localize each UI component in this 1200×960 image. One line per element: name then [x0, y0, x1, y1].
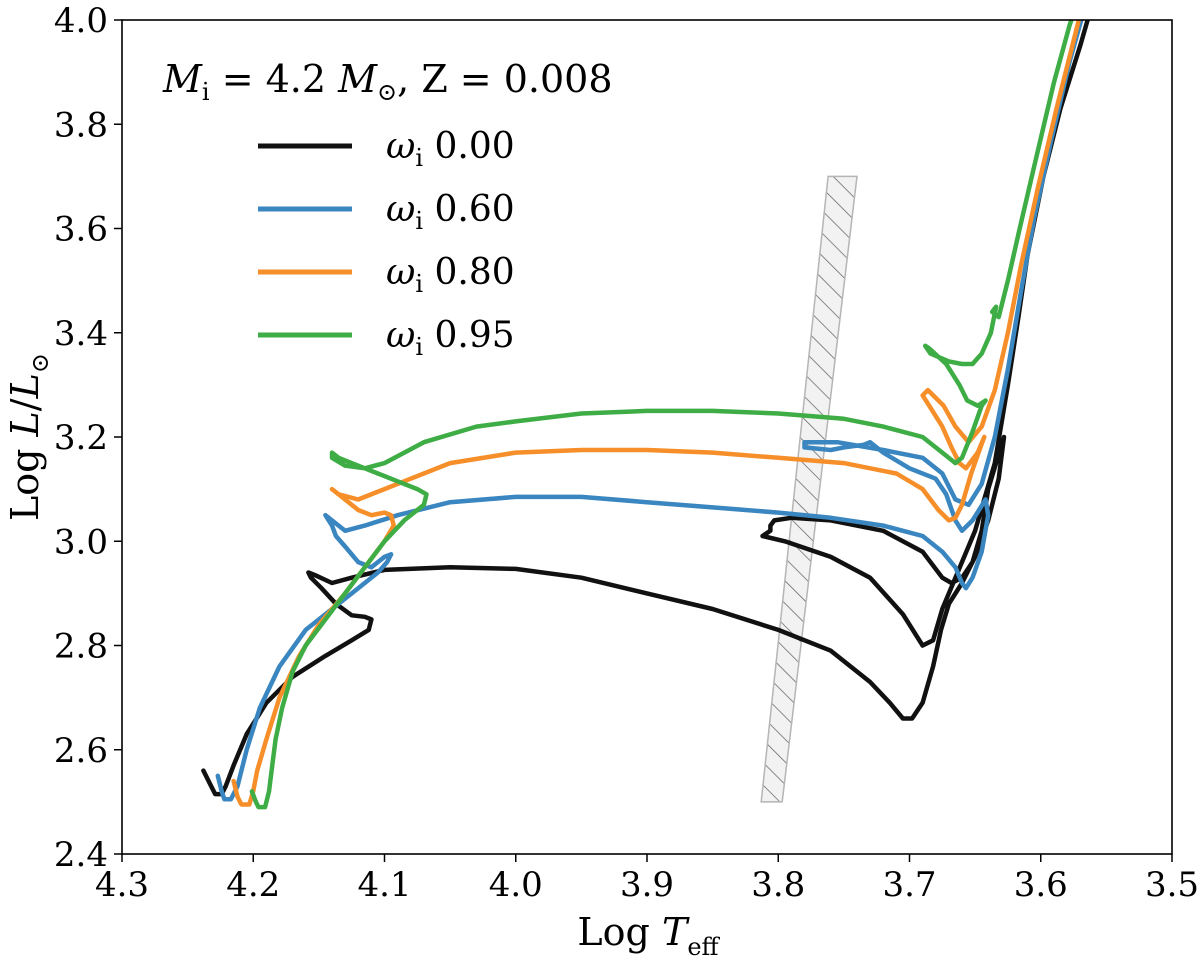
x-axis-title: Log Teff [577, 910, 720, 960]
y-tick-label-3: 3.0 [54, 522, 108, 562]
series-line-1 [215, 20, 1084, 802]
y-tick-label-8: 4.0 [54, 1, 108, 41]
series-line-2 [231, 20, 1082, 807]
legend-label-0: ωi 0.00 [386, 126, 515, 172]
x-tick-label-0: 4.3 [95, 865, 149, 905]
x-tick-label-2: 4.1 [357, 865, 411, 905]
y-tick-label-1: 2.6 [54, 731, 108, 771]
x-tick-label-8: 3.5 [1145, 865, 1199, 905]
y-axis: 2.4 2.6 2.8 3.0 3.2 3.4 3.6 3.8 4.0 [54, 1, 122, 875]
x-tick-label-3: 4.0 [489, 865, 543, 905]
x-tick-label-5: 3.8 [751, 865, 805, 905]
y-tick-label-7: 3.8 [54, 105, 108, 145]
x-tick-label-6: 3.7 [882, 865, 936, 905]
legend-label-1: ωi 0.60 [386, 189, 515, 235]
series-line-0 [201, 20, 1090, 797]
x-axis: 4.3 4.2 4.1 4.0 3.9 3.8 3.7 3.6 3.5 [95, 854, 1199, 905]
instability-strip [760, 175, 858, 803]
y-axis-title: Log L/L⊙ [3, 353, 54, 521]
legend-label-3: ωi 0.95 [386, 315, 515, 361]
legend-entries: ωi 0.00 ωi 0.60 ωi 0.80 ωi 0.95 [258, 126, 515, 361]
legend-label-2: ωi 0.80 [386, 252, 515, 298]
x-tick-label-1: 4.2 [226, 865, 280, 905]
x-tick-label-4: 3.9 [620, 865, 674, 905]
series-layer [201, 20, 1090, 810]
instability-strip-layer [760, 175, 858, 803]
legend-title: Mi = 4.2 M⊙, Z = 0.008 [162, 57, 613, 106]
x-tick-label-7: 3.6 [1014, 865, 1068, 905]
series-line-3 [249, 20, 1074, 810]
y-tick-label-5: 3.4 [54, 314, 108, 354]
y-tick-label-4: 3.2 [54, 418, 108, 458]
y-tick-label-6: 3.6 [54, 210, 108, 250]
y-tick-label-0: 2.4 [54, 835, 108, 875]
y-tick-label-2: 2.8 [54, 627, 108, 667]
